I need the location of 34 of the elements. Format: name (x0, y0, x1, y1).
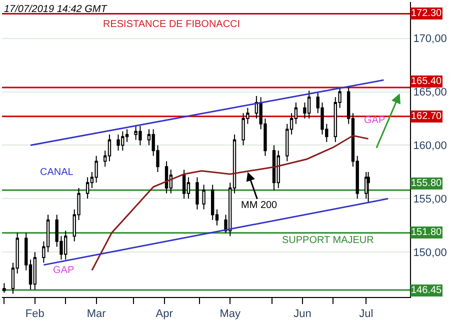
y-tick-label: 150,00 (413, 246, 447, 259)
candlestick (2, 282, 6, 294)
candlestick (116, 134, 120, 152)
annotation: MM 200 (241, 200, 278, 211)
ref-line-label: 172.30 (411, 8, 442, 19)
x-tick-label: Jul (359, 308, 374, 320)
y-tick-label: 165,00 (413, 86, 447, 99)
x-tick-label: Apr (156, 308, 174, 320)
annotation: 17/07/2019 14:42 GMT (4, 4, 108, 15)
annotation: RESISTANCE DE FIBONACCI (103, 19, 240, 30)
candlestick (196, 176, 199, 210)
candlestick (272, 144, 276, 191)
ref-line-label: 162.70 (411, 111, 442, 122)
candlestick (366, 171, 370, 204)
x-tick-label: Jun (294, 308, 312, 320)
candlestick (33, 252, 36, 290)
x-tick-label: Mar (86, 308, 106, 320)
ref-line-label: 165.40 (411, 76, 442, 87)
annotation: SUPPORT MAJEUR (282, 235, 374, 246)
ref-line-label: 151.80 (411, 227, 442, 238)
candlestick (164, 160, 168, 194)
annotation: GAP (364, 115, 386, 126)
x-tick-label: Feb (25, 308, 44, 320)
ref-line-label: 146.45 (411, 285, 442, 296)
y-tick-label: 170,00 (413, 33, 447, 46)
y-tick-label: 155,00 (413, 194, 447, 206)
x-tick-label: May (220, 308, 242, 320)
candlestick (202, 184, 206, 210)
candlestick (364, 171, 368, 200)
y-tick-label: 160,00 (413, 140, 447, 152)
ref-line-label: 155.80 (411, 178, 442, 189)
candlestick (182, 169, 186, 200)
annotation: GAP (53, 265, 74, 276)
annotation: CANAL (40, 167, 74, 178)
